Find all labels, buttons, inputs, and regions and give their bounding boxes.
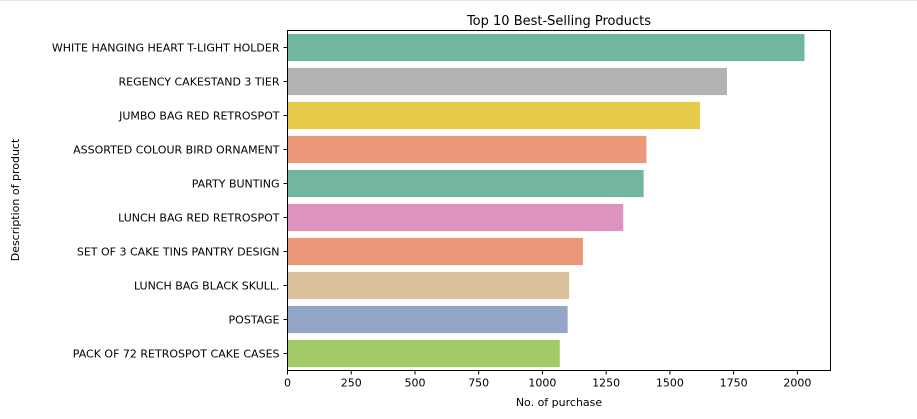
x-axis-ticks: 0 250 500 750 1000 1250 1500 1750 2000 <box>284 370 811 390</box>
x-tick-label: 250 <box>341 377 362 390</box>
x-tick-label: 1750 <box>720 377 748 390</box>
plot-frame <box>287 30 831 371</box>
bar <box>287 33 805 62</box>
top-border <box>0 0 917 1</box>
y-axis-label: Description of product <box>9 138 22 261</box>
bar <box>287 339 560 368</box>
category-labels: WHITE HANGING HEART T-LIGHT HOLDER REGENC… <box>52 42 288 361</box>
bar <box>287 135 647 164</box>
x-tick-label: 2000 <box>783 377 811 390</box>
bar <box>287 203 624 232</box>
chart-title: Top 10 Best-Selling Products <box>466 14 651 29</box>
x-axis-label: No. of purchase <box>516 396 603 409</box>
x-tick-label: 0 <box>284 377 291 390</box>
x-tick-label: 1250 <box>592 377 620 390</box>
category-label: REGENCY CAKESTAND 3 TIER <box>119 76 280 89</box>
x-tick-label: 1000 <box>528 377 556 390</box>
category-label: WHITE HANGING HEART T-LIGHT HOLDER <box>52 42 280 55</box>
x-tick-label: 750 <box>468 377 489 390</box>
category-label: LUNCH BAG RED RETROSPOT <box>118 212 280 225</box>
bar <box>287 67 727 96</box>
category-label: POSTAGE <box>229 314 280 327</box>
category-label: JUMBO BAG RED RETROSPOT <box>118 110 280 123</box>
bar <box>287 305 568 334</box>
bar <box>287 237 583 266</box>
category-label: SET OF 3 CAKE TINS PANTRY DESIGN <box>77 246 280 259</box>
category-label: PARTY BUNTING <box>192 178 280 191</box>
bars-group <box>287 33 805 368</box>
category-label: PACK OF 72 RETROSPOT CAKE CASES <box>73 348 280 361</box>
x-tick-label: 500 <box>404 377 425 390</box>
category-label: ASSORTED COLOUR BIRD ORNAMENT <box>73 144 280 157</box>
category-label: LUNCH BAG BLACK SKULL. <box>134 280 280 293</box>
bar <box>287 101 700 130</box>
bar <box>287 271 570 300</box>
x-tick-label: 1500 <box>656 377 684 390</box>
bar <box>287 169 644 198</box>
